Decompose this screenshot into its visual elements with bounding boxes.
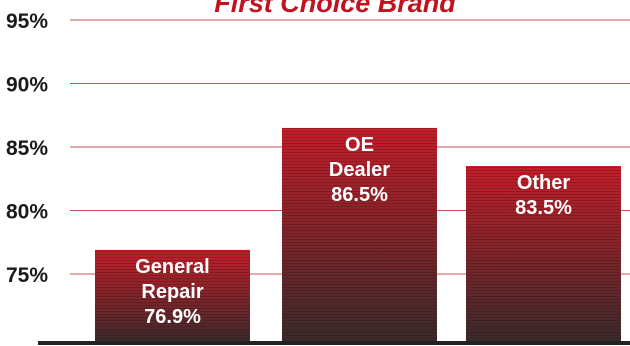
y-tick-label: 90% [6,74,48,97]
bars: General Repair 76.9% OE Dealer 86.5% Other 83.5… [95,127,621,343]
bar-group: Other 83.5% [466,166,621,343]
bar-data-label: Repair [141,281,203,303]
bar-group: OE Dealer 86.5% [282,127,437,343]
bar-texture [466,166,621,343]
y-tick-label: 75% [6,264,48,287]
y-tick-label: 85% [6,137,48,160]
bar-data-label: Other [517,172,571,194]
bar-texture [95,249,250,343]
chart-title: First Choice Brand [214,0,456,18]
bar-data-label: Dealer [329,159,390,181]
bar-data-label: OE [345,134,374,156]
bar-data-label: 86.5% [331,184,388,206]
bar-data-label: 83.5% [515,197,572,219]
bar-texture [282,127,437,343]
y-tick-label: 95% [6,10,48,33]
bar-group: General Repair 76.9% [95,249,250,343]
y-axis-ticks: 75% 80% 85% 90% 95% [6,10,48,287]
y-tick-label: 80% [6,201,48,224]
bar-data-label: General [135,256,209,278]
bar-data-label: 76.9% [144,306,201,328]
